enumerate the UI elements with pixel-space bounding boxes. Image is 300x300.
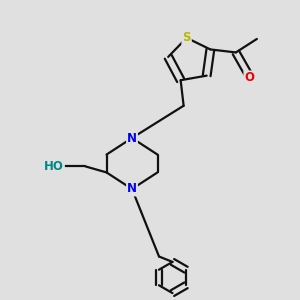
Text: HO: HO	[44, 160, 64, 173]
Text: O: O	[244, 71, 254, 84]
Text: S: S	[182, 31, 191, 44]
Text: N: N	[127, 182, 137, 196]
Text: N: N	[127, 131, 137, 145]
